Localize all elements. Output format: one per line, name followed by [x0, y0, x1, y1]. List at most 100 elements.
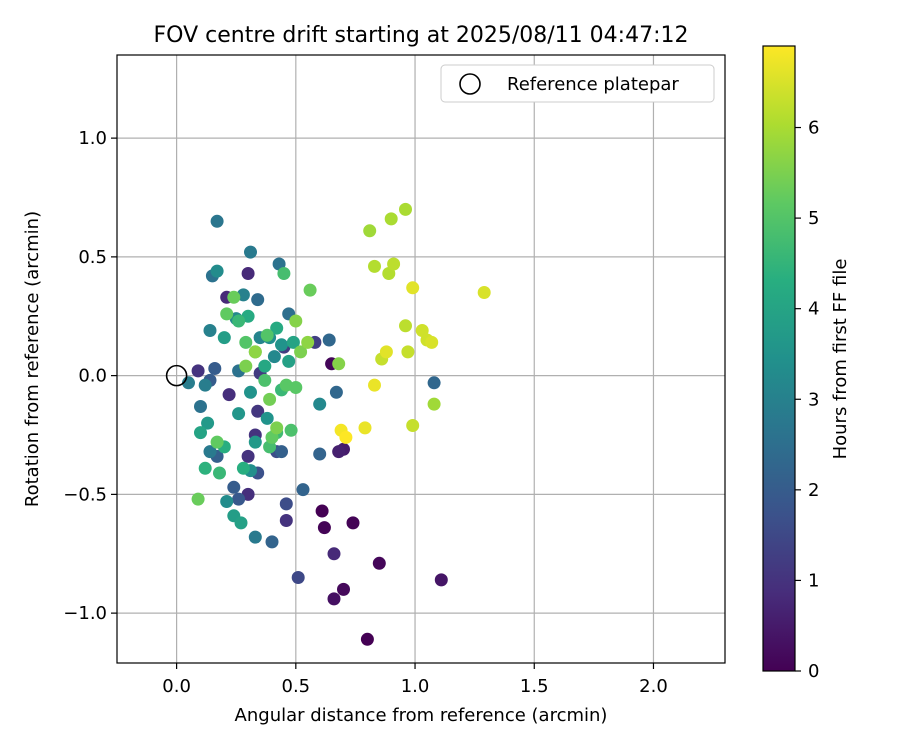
reference-platepar-marker [165, 364, 188, 387]
colorbar-tick-label: 2 [808, 480, 819, 501]
colorbar-tick-label: 4 [808, 299, 819, 320]
data-point [236, 461, 250, 475]
data-point [232, 492, 246, 506]
data-point [477, 286, 491, 299]
data-point [327, 547, 341, 561]
colorbar-tick-label: 3 [808, 389, 819, 410]
data-point [279, 497, 293, 511]
data-point [294, 345, 308, 359]
data-point [358, 421, 372, 435]
y-tick-label: 0.5 [78, 247, 107, 268]
reference-marker [165, 364, 188, 387]
y-axis-ticks: −1.0 −0.5 0.0 0.5 1.0 [63, 128, 117, 624]
data-point [194, 400, 207, 413]
data-point [227, 290, 241, 304]
data-point [251, 293, 265, 307]
data-point [210, 264, 224, 278]
data-point [210, 435, 224, 449]
data-point [258, 373, 272, 387]
data-point [313, 397, 327, 411]
data-point [368, 378, 381, 392]
data-point [232, 407, 246, 421]
data-point [315, 504, 329, 518]
data-point [384, 212, 398, 226]
data-point [286, 335, 300, 349]
data-point [234, 516, 248, 530]
x-tick-label: 1.5 [520, 676, 549, 697]
legend-label: Reference platepar [507, 74, 679, 95]
data-point [239, 335, 253, 349]
data-point [291, 571, 305, 584]
colorbar-tick-label: 0 [808, 661, 819, 682]
colorbar-label: Hours from first FF file [830, 259, 851, 460]
colorbar-tick-label: 6 [808, 118, 819, 139]
x-tick-label: 0.0 [162, 676, 191, 697]
data-point [346, 516, 360, 530]
data-point [191, 364, 205, 378]
data-point [406, 419, 420, 432]
data-point [208, 362, 222, 375]
data-point [220, 495, 234, 508]
data-point [248, 345, 262, 359]
data-point [260, 411, 274, 425]
data-point [401, 345, 415, 359]
plot-frame [116, 54, 726, 664]
data-point [277, 267, 291, 280]
chart-title: FOV centre drift starting at 2025/08/11 … [154, 23, 689, 48]
legend-marker-icon [459, 73, 481, 95]
data-point [427, 376, 441, 390]
data-point [222, 388, 236, 402]
data-point [303, 283, 317, 297]
data-point [265, 535, 279, 549]
data-point [258, 359, 272, 373]
data-point [329, 385, 343, 399]
legend-box [440, 64, 715, 103]
data-point [322, 333, 336, 347]
data-point [425, 335, 439, 349]
data-point [275, 338, 288, 352]
data-point [241, 267, 255, 280]
data-point [232, 314, 246, 328]
data-point [337, 582, 350, 596]
data-point [241, 449, 255, 463]
data-point [248, 435, 262, 449]
data-point [191, 492, 205, 506]
data-point [282, 354, 296, 368]
data-point [399, 202, 412, 216]
data-point [279, 514, 293, 527]
data-point [198, 378, 212, 392]
colorbar: 0 1 2 3 4 5 6 Hours from first FF file [762, 45, 851, 682]
data-point [372, 556, 386, 570]
y-tick-label: −0.5 [63, 484, 107, 505]
data-point [406, 281, 420, 295]
y-tick-label: 1.0 [78, 128, 107, 149]
data-point [434, 573, 448, 587]
x-axis-ticks: 0.0 0.5 1.0 1.5 2.0 [162, 663, 668, 697]
x-tick-label: 0.5 [282, 676, 311, 697]
data-point [301, 335, 315, 349]
colorbar-ticks: 0 1 2 3 4 5 6 [795, 118, 819, 682]
data-point [317, 521, 331, 535]
x-tick-label: 2.0 [639, 676, 668, 697]
data-point [275, 445, 288, 459]
data-point [244, 385, 257, 399]
data-point [203, 445, 217, 459]
data-point [360, 632, 374, 646]
data-point [332, 357, 346, 371]
data-point [368, 259, 381, 273]
data-point [244, 245, 257, 259]
data-point [379, 345, 393, 359]
data-point [313, 447, 327, 461]
data-point [270, 321, 284, 335]
y-tick-label: −1.0 [63, 603, 107, 624]
data-point [339, 430, 353, 444]
data-point [239, 359, 253, 373]
colorbar-tick-label: 5 [808, 208, 819, 229]
legend: Reference platepar [440, 64, 715, 103]
x-tick-label: 1.0 [401, 676, 430, 697]
data-point [217, 331, 231, 345]
x-axis-label: Angular distance from reference (arcmin) [235, 705, 608, 726]
data-point [227, 480, 241, 494]
